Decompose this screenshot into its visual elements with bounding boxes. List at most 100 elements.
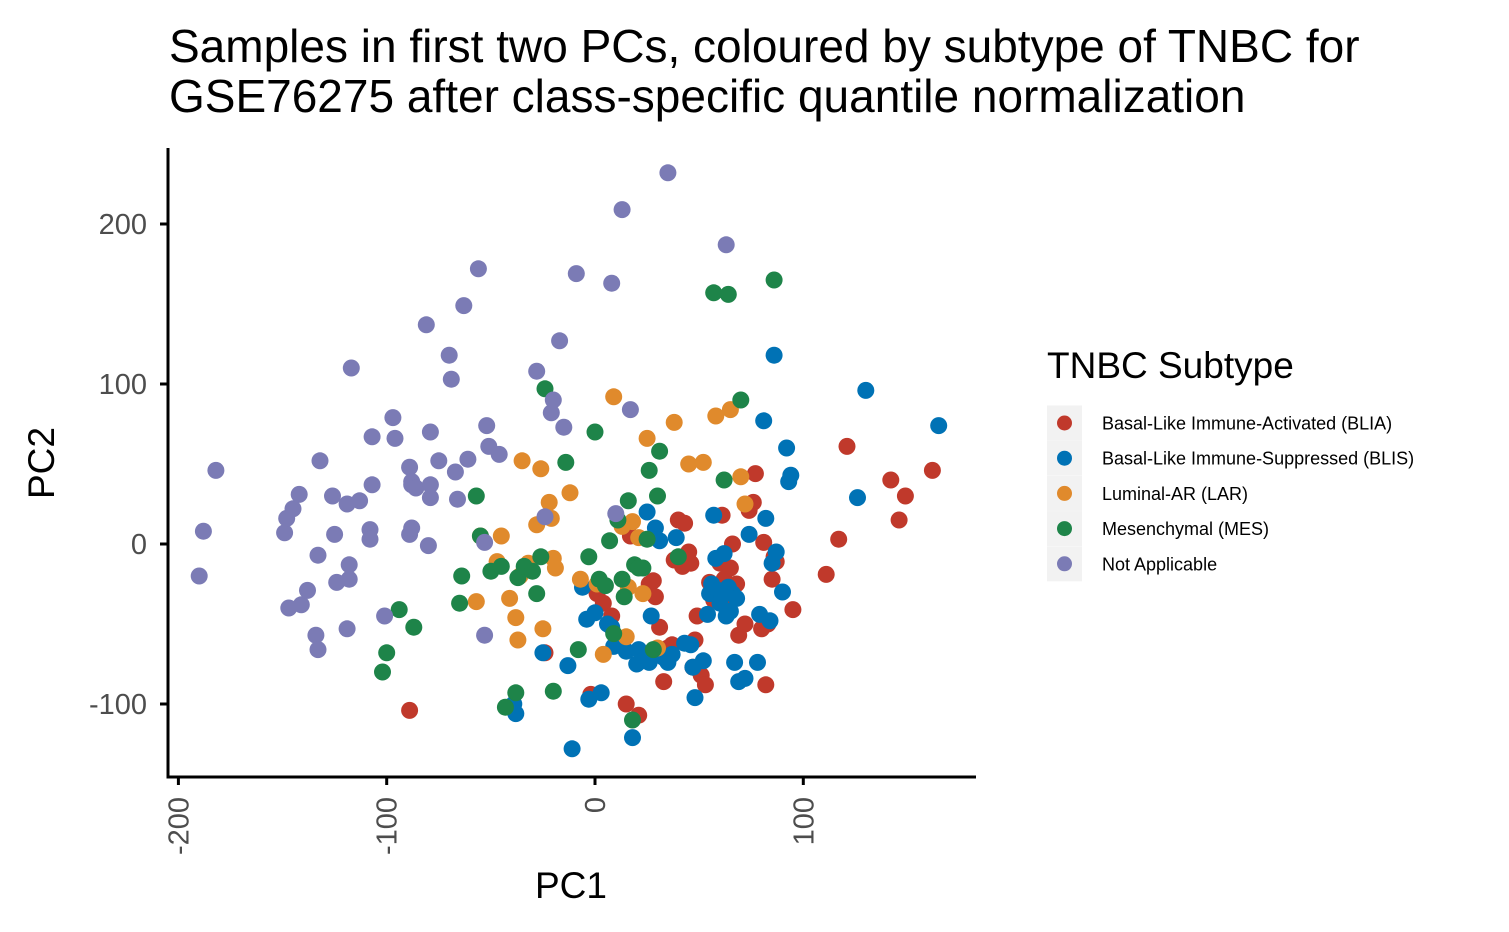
data-point bbox=[619, 492, 637, 510]
data-point bbox=[384, 409, 402, 427]
data-point bbox=[276, 524, 294, 542]
data-point bbox=[340, 556, 358, 574]
data-point bbox=[501, 589, 519, 607]
data-point bbox=[669, 548, 687, 566]
data-point bbox=[605, 625, 623, 643]
data-point bbox=[307, 626, 325, 644]
data-point bbox=[534, 620, 552, 638]
data-point bbox=[507, 609, 525, 627]
data-point bbox=[749, 653, 766, 671]
data-point bbox=[857, 381, 875, 399]
data-point bbox=[534, 644, 552, 662]
data-point bbox=[469, 260, 487, 278]
data-point bbox=[569, 641, 587, 659]
data-point bbox=[374, 663, 391, 681]
legend-label: Basal-Like Immune-Activated (BLIA) bbox=[1102, 414, 1392, 434]
data-point bbox=[194, 522, 212, 540]
data-point bbox=[784, 601, 802, 619]
data-point bbox=[546, 559, 564, 577]
data-point bbox=[467, 487, 485, 505]
data-point bbox=[419, 537, 437, 555]
legend-label: Mesenchymal (MES) bbox=[1102, 519, 1269, 539]
data-point bbox=[605, 388, 623, 406]
data-point bbox=[492, 557, 510, 575]
chart-title-line-1: Samples in first two PCs, coloured by su… bbox=[169, 20, 1360, 72]
data-point bbox=[490, 445, 508, 463]
data-point bbox=[446, 463, 464, 481]
data-point bbox=[542, 404, 560, 422]
data-point bbox=[421, 489, 439, 507]
data-point bbox=[665, 413, 683, 431]
data-point bbox=[817, 565, 835, 583]
data-point bbox=[455, 297, 473, 315]
data-point bbox=[513, 452, 531, 470]
data-point bbox=[567, 265, 585, 283]
data-point bbox=[680, 455, 698, 473]
data-point bbox=[726, 653, 744, 671]
data-point bbox=[663, 645, 681, 663]
data-point bbox=[638, 530, 656, 548]
data-point bbox=[407, 479, 425, 497]
data-point bbox=[732, 468, 750, 486]
data-point bbox=[765, 271, 783, 289]
data-point bbox=[717, 236, 735, 254]
data-point bbox=[642, 607, 660, 625]
data-point bbox=[719, 285, 737, 303]
data-point bbox=[338, 620, 356, 638]
data-point bbox=[386, 429, 404, 447]
data-point bbox=[544, 682, 562, 700]
data-point bbox=[755, 412, 773, 430]
series-4 bbox=[190, 164, 735, 659]
data-point bbox=[524, 562, 541, 580]
data-point bbox=[624, 711, 641, 729]
data-point bbox=[715, 471, 733, 489]
data-point bbox=[736, 669, 754, 687]
data-point bbox=[440, 346, 458, 364]
data-point bbox=[603, 274, 621, 292]
data-point bbox=[930, 417, 948, 435]
data-point bbox=[763, 570, 781, 588]
data-point bbox=[721, 602, 739, 620]
data-point bbox=[882, 471, 900, 489]
data-point bbox=[453, 567, 471, 585]
data-point bbox=[649, 487, 666, 505]
data-point bbox=[571, 570, 589, 588]
chart-title-line-2: GSE76275 after class-specific quantile n… bbox=[169, 70, 1245, 122]
data-point bbox=[459, 450, 477, 468]
data-point bbox=[284, 500, 302, 518]
data-point bbox=[376, 607, 394, 625]
data-points bbox=[190, 164, 948, 758]
data-point bbox=[190, 567, 208, 585]
data-point bbox=[580, 548, 598, 566]
data-point bbox=[923, 461, 941, 479]
data-point bbox=[559, 657, 577, 675]
data-point bbox=[207, 461, 225, 479]
data-point bbox=[736, 495, 754, 513]
data-point bbox=[774, 583, 791, 601]
data-point bbox=[613, 570, 631, 588]
data-point bbox=[617, 695, 635, 713]
data-point bbox=[721, 559, 739, 577]
x-axis-ticks: -200 -100 0 100 bbox=[163, 777, 820, 855]
x-axis-title: PC1 bbox=[535, 865, 607, 906]
data-point bbox=[536, 508, 554, 526]
data-point bbox=[667, 529, 685, 547]
data-point bbox=[430, 452, 448, 470]
legend-key-marker bbox=[1057, 556, 1072, 572]
data-point bbox=[596, 577, 614, 595]
data-point bbox=[676, 514, 694, 532]
data-point bbox=[592, 684, 610, 702]
data-point bbox=[507, 684, 525, 702]
data-point bbox=[732, 391, 750, 409]
legend-key-marker bbox=[1057, 415, 1072, 431]
legend-label: Luminal-AR (LAR) bbox=[1102, 484, 1248, 504]
data-point bbox=[476, 626, 494, 644]
data-point bbox=[765, 346, 783, 364]
y-tick-label: 0 bbox=[131, 529, 147, 561]
data-point bbox=[651, 532, 669, 550]
data-point bbox=[640, 653, 658, 671]
data-point bbox=[757, 509, 775, 527]
data-point bbox=[378, 644, 396, 662]
data-point bbox=[755, 533, 773, 551]
